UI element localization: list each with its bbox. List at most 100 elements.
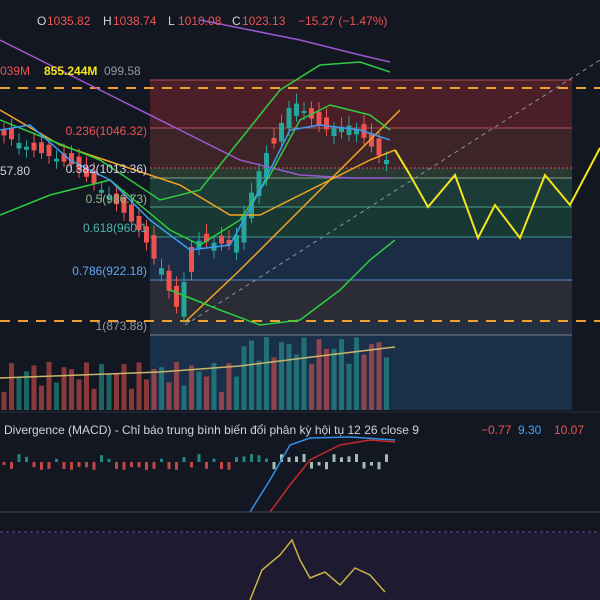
candle — [226, 239, 232, 245]
macd-bar — [175, 462, 178, 470]
volume-bar — [271, 357, 277, 410]
macd-bar — [280, 454, 283, 462]
volume-bar — [189, 365, 194, 410]
macd-bar — [227, 462, 231, 470]
indicator-lines — [0, 19, 401, 379]
candle — [91, 170, 97, 184]
price-cut: 57.80 — [0, 164, 30, 178]
volume-bar — [324, 348, 329, 410]
rsi-panel — [0, 532, 600, 600]
change: −15.27 (−1.47%) — [298, 14, 387, 28]
macd-bar — [220, 462, 223, 470]
candle — [301, 111, 307, 113]
volume-bar — [226, 363, 232, 410]
candle — [384, 160, 389, 165]
candle — [46, 144, 52, 156]
candle — [271, 138, 277, 144]
macd-bar — [137, 462, 141, 468]
label: L — [168, 14, 175, 28]
volume-bar — [91, 388, 97, 410]
candle — [9, 128, 14, 140]
volume-bar — [61, 367, 67, 410]
macd-bar — [62, 462, 66, 469]
volume-bar — [46, 362, 52, 410]
macd-bar — [40, 462, 43, 470]
macd-bar — [145, 462, 148, 470]
volume-bar — [159, 367, 164, 410]
macd-bar — [302, 454, 306, 462]
fib-label: 0.618(960.1 — [83, 221, 147, 235]
fib-label: 0.236(1046.32) — [66, 124, 147, 138]
volume-bar — [376, 342, 382, 410]
candle — [151, 235, 157, 259]
volume-bar — [99, 364, 104, 410]
volume-bar — [166, 382, 172, 410]
label: C — [232, 14, 241, 28]
volume-value: 855.244M — [44, 64, 97, 78]
macd-bar — [257, 455, 261, 462]
volume-bar — [384, 357, 389, 410]
macd-line — [249, 436, 396, 513]
volume-bar — [369, 344, 374, 410]
candle — [61, 153, 67, 162]
candle — [354, 129, 359, 135]
candle — [136, 215, 142, 231]
volume-bar — [316, 339, 322, 410]
macd-bar — [340, 457, 343, 462]
volume-bar — [84, 362, 89, 410]
macd-bar — [317, 462, 321, 466]
macd-histogram-value: −0.77 — [481, 423, 512, 437]
macd-bar — [130, 462, 133, 467]
volume-bar — [294, 354, 299, 410]
macd-bar — [212, 458, 216, 462]
candle — [234, 235, 239, 253]
macd-histogram — [2, 454, 388, 470]
volume-bar — [204, 376, 209, 410]
volume-bar — [286, 344, 292, 410]
candle — [219, 235, 224, 244]
macd-bar — [167, 462, 171, 470]
macd-bar — [92, 462, 96, 470]
candle — [346, 125, 352, 135]
candle — [189, 247, 194, 272]
volume-bar — [256, 360, 262, 410]
candle — [114, 193, 119, 205]
macd-bar — [295, 456, 298, 462]
volume-bar — [144, 379, 149, 410]
macd-bar — [310, 462, 313, 469]
macd-bar — [115, 462, 118, 470]
volume-bar — [241, 346, 247, 410]
candle — [309, 108, 314, 119]
macd-bar — [160, 458, 163, 462]
volume-bar — [151, 369, 157, 410]
volume-bar — [331, 348, 337, 410]
signal-value: 10.07 — [554, 423, 584, 437]
ohlc-header: O 1035.82 H 1038.74 L 1010.08 C 1023.13 … — [37, 14, 387, 28]
macd-bar — [235, 457, 238, 462]
macd-title: Divergence (MACD) - Chỉ báo trung bình b… — [4, 423, 419, 437]
macd-bar — [377, 462, 381, 470]
macd-bar — [10, 462, 13, 469]
macd-bar — [100, 455, 103, 462]
volume-bar — [24, 371, 29, 410]
projection-line — [394, 147, 600, 241]
trend-line — [184, 59, 600, 326]
fib-label: 0.786(922.18) — [72, 264, 147, 278]
volume-bar — [114, 373, 119, 410]
candle — [69, 153, 74, 165]
macd-bar — [272, 462, 276, 470]
macd-bar — [25, 456, 28, 462]
volume-cut: 039M — [0, 64, 30, 78]
volume-bar — [249, 340, 254, 410]
volume-bar — [196, 371, 202, 410]
fib-label: 0.382(1013.36) — [66, 162, 147, 176]
value: 1010.08 — [178, 14, 222, 28]
macd-bar — [265, 458, 268, 462]
macd-bar — [370, 462, 373, 466]
macd-bar — [332, 454, 336, 462]
volume-bar — [16, 376, 22, 410]
macd-bar — [205, 462, 208, 469]
macd-bar — [385, 454, 388, 462]
candle — [84, 166, 89, 177]
macd-bar — [347, 456, 351, 462]
